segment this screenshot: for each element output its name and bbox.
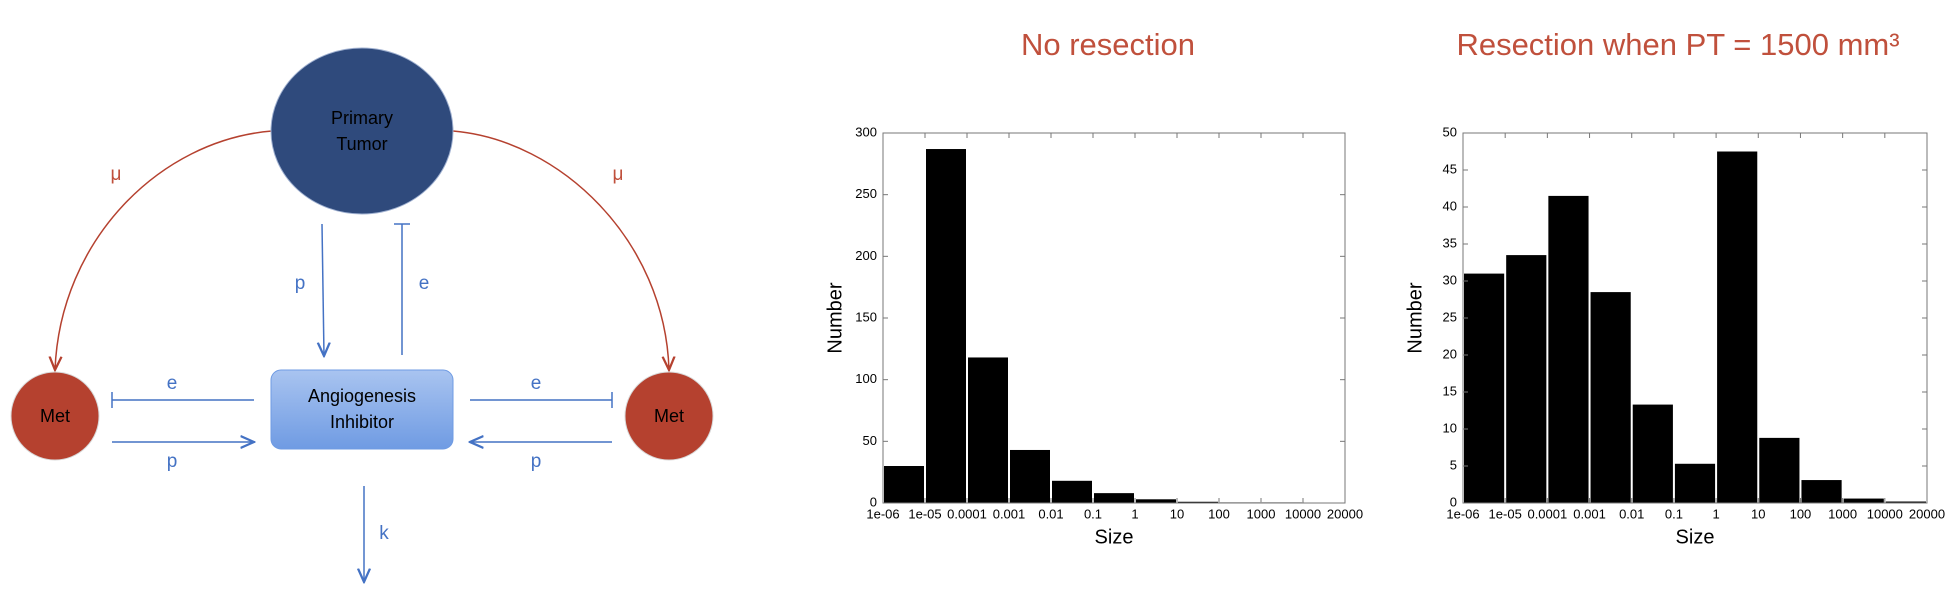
y-tick-label: 30 xyxy=(1443,272,1457,287)
x-tick-label: 1e-05 xyxy=(1489,506,1522,521)
arrow xyxy=(452,130,669,370)
y-tick-label: 50 xyxy=(1443,124,1457,139)
node-label: Angiogenesis xyxy=(308,386,416,406)
y-tick-label: 35 xyxy=(1443,235,1457,250)
x-tick-label: 0.01 xyxy=(1619,506,1644,521)
x-tick-label: 20000 xyxy=(1327,506,1363,521)
x-tick-label: 1 xyxy=(1131,506,1138,521)
edge-label: k xyxy=(379,523,389,544)
diagram: Primary Tumor Met Angiogenesis Inhibitor… xyxy=(10,47,714,582)
edge-label: e xyxy=(531,373,542,394)
bar xyxy=(1717,151,1758,503)
node xyxy=(10,371,100,461)
x-tick-label: 10 xyxy=(1751,506,1765,521)
y-tick-label: 0 xyxy=(1450,494,1457,509)
x-tick-label: 100 xyxy=(1790,506,1812,521)
x-tick-label: 10000 xyxy=(1285,506,1321,521)
arrow xyxy=(55,130,273,370)
edge-label: p xyxy=(531,451,542,472)
bar xyxy=(1843,498,1884,503)
y-tick-label: 200 xyxy=(855,248,877,263)
x-tick-label: 0.0001 xyxy=(1527,506,1567,521)
x-tick-label: 0.1 xyxy=(1665,506,1683,521)
x-tick-label: 1e-06 xyxy=(866,506,899,521)
bar xyxy=(884,466,924,503)
bar xyxy=(1136,499,1176,503)
edge-label: μ xyxy=(613,164,624,185)
y-tick-label: 100 xyxy=(855,371,877,386)
arrow xyxy=(322,223,324,356)
x-tick-label: 100 xyxy=(1208,506,1230,521)
node-label: Met xyxy=(40,406,70,426)
bar xyxy=(926,149,966,504)
node xyxy=(270,47,454,215)
x-axis-label: Size xyxy=(1095,526,1134,548)
x-tick-label: 0.0001 xyxy=(947,506,987,521)
chart-title: Resection when PT = 1500 mm³ xyxy=(1456,27,1899,62)
bar xyxy=(1885,501,1926,503)
node-label: Tumor xyxy=(336,134,387,154)
edge-label: p xyxy=(295,273,306,294)
edge-label: μ xyxy=(111,164,122,185)
y-tick-label: 20 xyxy=(1443,346,1457,361)
x-tick-label: 1000 xyxy=(1828,506,1857,521)
bar xyxy=(1178,501,1218,503)
x-tick-label: 1 xyxy=(1712,506,1719,521)
y-axis-label: Number xyxy=(824,282,846,353)
x-tick-label: 10000 xyxy=(1867,506,1903,521)
x-tick-label: 1000 xyxy=(1247,506,1276,521)
y-tick-label: 45 xyxy=(1443,161,1457,176)
y-tick-label: 5 xyxy=(1450,457,1457,472)
edge-label: p xyxy=(167,451,178,472)
x-axis-label: Size xyxy=(1676,526,1715,548)
bar xyxy=(1590,292,1631,503)
y-tick-label: 25 xyxy=(1443,309,1457,324)
bar xyxy=(1506,255,1547,503)
bar xyxy=(1010,449,1050,503)
y-tick-label: 250 xyxy=(855,186,877,201)
bar xyxy=(1674,463,1716,503)
bar xyxy=(968,357,1008,503)
y-tick-label: 150 xyxy=(855,309,877,324)
bar xyxy=(1759,437,1800,503)
y-tick-label: 15 xyxy=(1443,383,1457,398)
bar xyxy=(1094,493,1134,503)
y-tick-label: 50 xyxy=(863,433,877,448)
x-tick-label: 0.1 xyxy=(1084,506,1102,521)
bar xyxy=(1464,273,1505,503)
node-label: Met xyxy=(654,406,684,426)
x-tick-label: 1e-05 xyxy=(908,506,941,521)
node xyxy=(270,369,454,450)
y-tick-label: 0 xyxy=(870,494,877,509)
bar xyxy=(1548,195,1589,503)
edge-label: e xyxy=(167,373,178,394)
bar xyxy=(1801,480,1842,503)
x-tick-label: 10 xyxy=(1170,506,1184,521)
bar xyxy=(1052,480,1092,503)
x-tick-label: 0.001 xyxy=(993,506,1026,521)
y-tick-label: 300 xyxy=(855,124,877,139)
node xyxy=(624,371,714,461)
node-label: Primary xyxy=(331,108,393,128)
chart-title: No resection xyxy=(1021,27,1195,62)
y-tick-label: 10 xyxy=(1443,420,1457,435)
y-tick-label: 40 xyxy=(1443,198,1457,213)
edge-label: e xyxy=(419,273,430,294)
x-tick-label: 1e-06 xyxy=(1446,506,1479,521)
node-label: Inhibitor xyxy=(330,412,394,432)
bar xyxy=(1632,404,1673,503)
x-tick-label: 0.01 xyxy=(1038,506,1063,521)
x-tick-label: 0.001 xyxy=(1573,506,1606,521)
x-tick-label: 20000 xyxy=(1909,506,1945,521)
y-axis-label: Number xyxy=(1404,282,1426,353)
